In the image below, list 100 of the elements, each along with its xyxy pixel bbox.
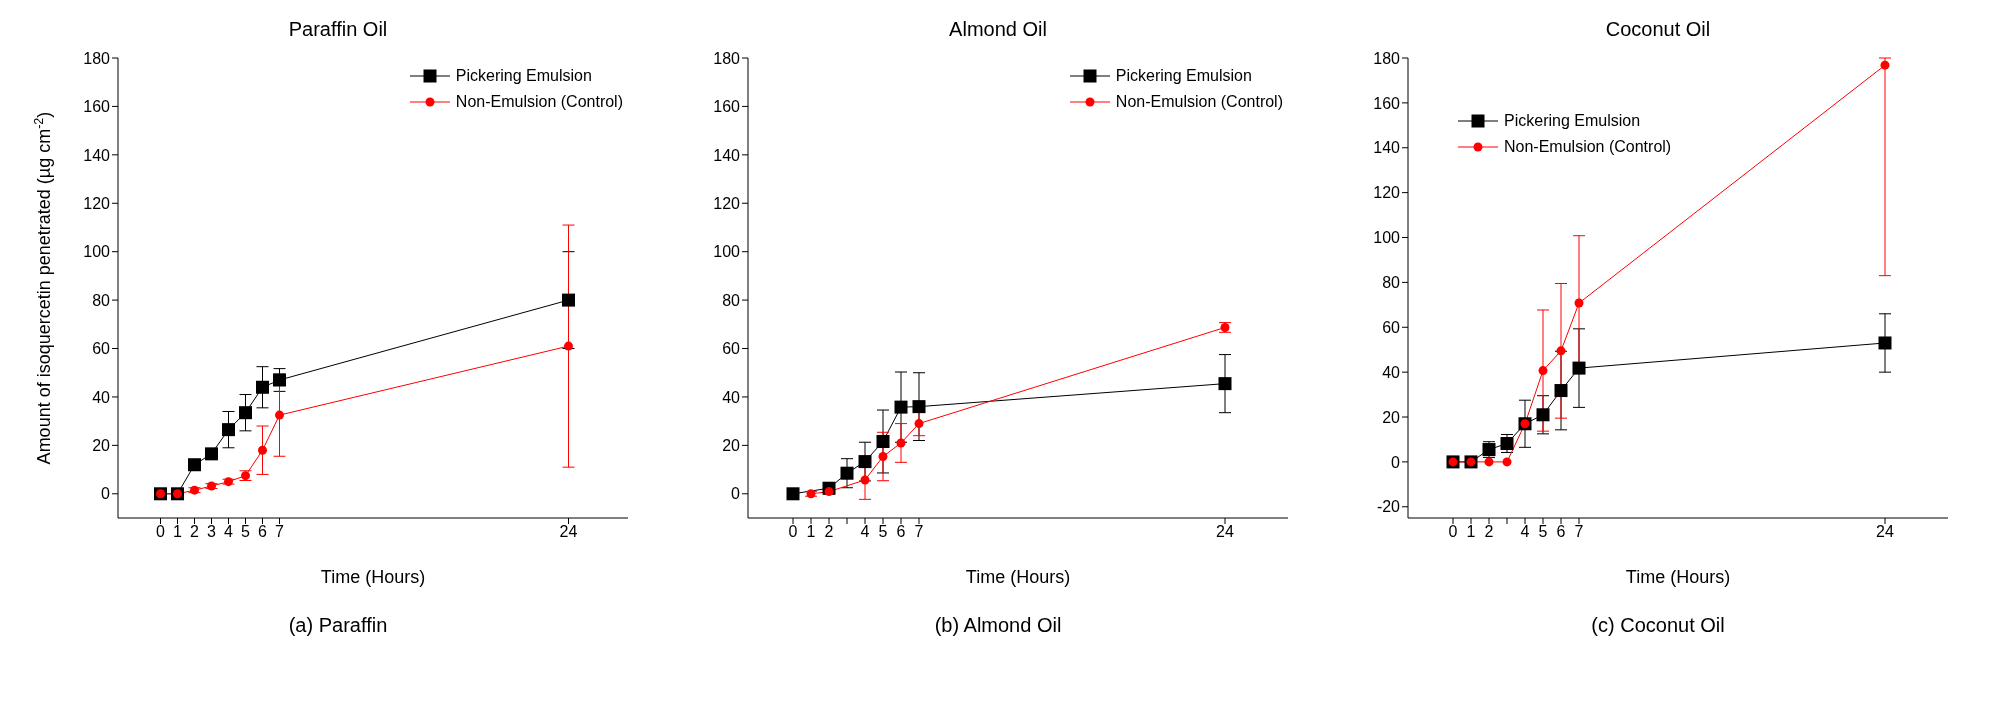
x-axis-title: Time (Hours)	[965, 567, 1071, 587]
point	[1880, 60, 1890, 70]
point	[824, 487, 834, 497]
x-tick-label: 5	[878, 523, 888, 541]
point	[256, 380, 269, 394]
y-tick-label: -20	[1376, 498, 1401, 516]
x-tick-label: 3	[207, 523, 217, 541]
y-tick-label: 40	[92, 388, 111, 406]
point	[1572, 361, 1586, 375]
point	[878, 452, 888, 462]
y-tick-label: 60	[722, 340, 741, 358]
point	[858, 455, 872, 469]
point	[894, 400, 908, 414]
x-tick-label: 1	[173, 523, 183, 541]
y-tick-label: 80	[1382, 274, 1401, 292]
point	[1218, 377, 1232, 391]
point	[1878, 336, 1892, 350]
x-tick-label: 24	[1876, 523, 1894, 541]
y-tick-label: 0	[731, 485, 741, 503]
point	[876, 435, 890, 448]
y-tick-label: 160	[713, 98, 741, 116]
x-tick-label: 0	[1448, 523, 1458, 541]
point	[840, 466, 854, 480]
y-tick-label: 0	[1391, 453, 1401, 471]
point	[1556, 346, 1566, 356]
text: (c) Coconut Oil	[1590, 614, 1726, 637]
x-tick-label: 7	[914, 523, 924, 541]
y-tick-label: 0	[101, 485, 111, 503]
chart-title: Almond Oil	[949, 18, 1047, 40]
point	[222, 423, 235, 437]
point	[1484, 457, 1494, 467]
y-tick-label: 180	[1373, 49, 1401, 67]
y-tick-label: 140	[83, 146, 111, 164]
point	[860, 475, 870, 485]
y-tick-label: 100	[1373, 229, 1401, 247]
x-tick-label: 4	[860, 523, 870, 541]
y-tick-label: 180	[83, 49, 111, 67]
y-tick-label: 40	[1382, 363, 1401, 381]
legend-label: Non-Emulsion (Control)	[1115, 92, 1283, 112]
x-tick-label: 24	[1216, 523, 1234, 541]
y-tick-label: 60	[92, 340, 111, 358]
point	[564, 341, 573, 351]
x-tick-label: 7	[1574, 523, 1584, 541]
legend-label: Non-Emulsion (Control)	[455, 92, 623, 112]
x-tick-label: 0	[788, 523, 798, 541]
x-tick-label: 0	[156, 523, 166, 541]
text: (b) Almond Oil	[933, 614, 1063, 637]
point	[273, 373, 286, 387]
x-tick-label: 7	[275, 523, 285, 541]
y-tick-label: 20	[722, 437, 741, 455]
y-tick-label: 20	[92, 437, 111, 455]
y-tick-label: 160	[1373, 94, 1401, 112]
chart-title: Coconut Oil	[1605, 18, 1711, 40]
y-tick-label: 100	[713, 243, 741, 261]
y-tick-label: 120	[1373, 184, 1401, 202]
x-tick-label: 2	[190, 523, 200, 541]
point	[562, 293, 575, 307]
x-tick-label: 6	[1556, 523, 1566, 541]
y-tick-label: 100	[83, 243, 111, 261]
legend-label: Non-Emulsion (Control)	[1504, 137, 1672, 157]
legend-label: Pickering Emulsion	[455, 66, 592, 86]
chart-title: Paraffin Oil	[288, 18, 388, 40]
x-tick-label: 4	[224, 523, 234, 541]
point	[1536, 408, 1550, 422]
x-tick-label: 1	[806, 523, 816, 541]
point	[896, 438, 906, 448]
legend-label: Pickering Emulsion	[1115, 66, 1252, 86]
x-tick-label: 2	[824, 523, 834, 541]
y-tick-label: 120	[713, 194, 741, 212]
y-tick-label: 140	[1373, 139, 1401, 157]
point	[1574, 298, 1584, 308]
x-tick-label: 2	[1484, 523, 1494, 541]
x-tick-label: 6	[896, 523, 906, 541]
point	[275, 410, 284, 420]
x-axis-title: Time (Hours)	[320, 567, 426, 587]
y-tick-label: 80	[722, 291, 741, 309]
point	[188, 458, 201, 472]
y-tick-label: 80	[92, 291, 111, 309]
x-tick-label: 1	[1466, 523, 1476, 541]
y-tick-label: 180	[713, 49, 741, 67]
point	[1554, 384, 1568, 398]
x-tick-label: 6	[258, 523, 268, 541]
x-tick-label: 24	[559, 523, 578, 541]
x-tick-label: 5	[241, 523, 251, 541]
point	[912, 400, 926, 414]
x-tick-label: 5	[1538, 523, 1548, 541]
y-tick-label: 140	[713, 146, 741, 164]
y-tick-label: 60	[1382, 318, 1401, 336]
y-tick-label: 20	[1382, 408, 1401, 426]
point	[786, 487, 800, 501]
legend-label: Pickering Emulsion	[1504, 111, 1641, 131]
point	[239, 406, 252, 420]
x-axis-title: Time (Hours)	[1625, 567, 1731, 587]
point	[914, 419, 924, 429]
text: (a) Paraffin	[287, 614, 389, 637]
y-tick-label: 40	[722, 388, 741, 406]
point	[205, 447, 218, 461]
x-tick-label: 4	[1520, 523, 1530, 541]
y-tick-label: 160	[83, 98, 111, 116]
point	[258, 445, 267, 455]
